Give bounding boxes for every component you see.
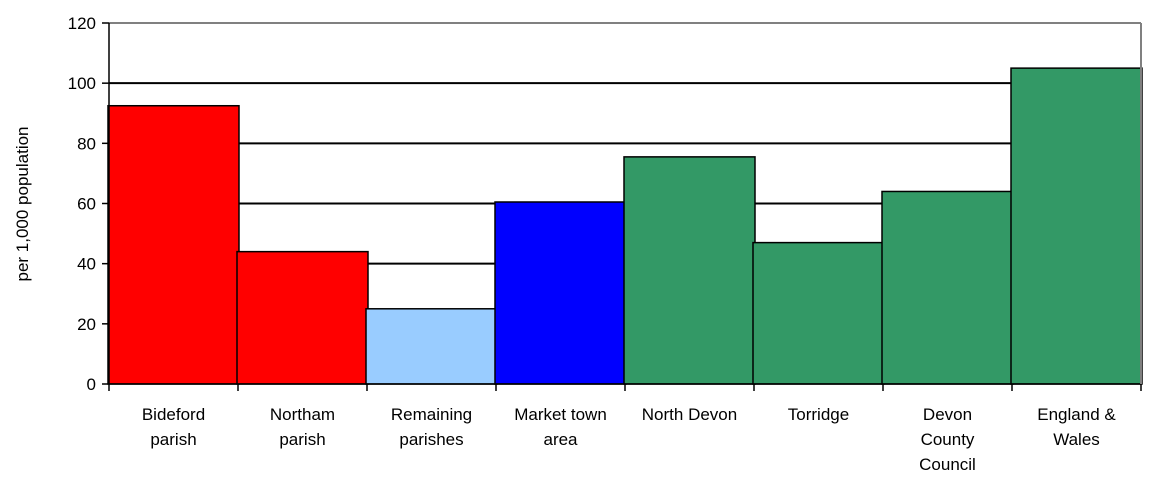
x-category-labels: Bideford parish Northam parish Remaining pari… — [142, 405, 1117, 474]
x-category-label-line: Bideford — [142, 405, 205, 424]
x-category-label-line: parish — [150, 430, 196, 449]
bar-7 — [881, 190, 1014, 385]
x-category-label: Devon County Council — [919, 405, 976, 474]
x-category-label-line: area — [543, 430, 578, 449]
x-category-label-line: England & — [1037, 405, 1116, 424]
x-category-label-line: Devon — [923, 405, 972, 424]
x-category-label-line: County — [921, 430, 975, 449]
y-tick-label: 120 — [68, 14, 96, 33]
x-category-label: England & Wales — [1037, 405, 1116, 449]
y-tick-label: 100 — [68, 74, 96, 93]
x-category-label-line: Wales — [1053, 430, 1100, 449]
bar-8 — [1010, 67, 1143, 385]
x-category-label-line: North Devon — [642, 405, 737, 424]
x-category-label-line: Market town — [514, 405, 607, 424]
bar-1 — [107, 104, 240, 385]
x-category-label: Market town area — [514, 405, 607, 449]
y-tick-label: 0 — [87, 375, 96, 394]
y-tick-label: 20 — [77, 315, 96, 334]
y-tick-label: 60 — [77, 195, 96, 214]
y-tick-label: 40 — [77, 255, 96, 274]
bar-4 — [494, 201, 627, 385]
x-category-label: North Devon — [642, 405, 737, 424]
x-category-label-line: Torridge — [788, 405, 849, 424]
x-category-label-line: Remaining — [391, 405, 472, 424]
bar-2 — [236, 250, 369, 385]
bar-3 — [365, 308, 498, 385]
bars — [107, 67, 1143, 385]
x-category-label: Torridge — [788, 405, 849, 424]
axes — [102, 22, 1142, 391]
x-category-label: Remaining parishes — [391, 405, 472, 449]
x-category-label: Bideford parish — [142, 405, 205, 449]
y-axis-title: per 1,000 population — [13, 126, 32, 281]
x-category-label-line: parish — [279, 430, 325, 449]
bar-6 — [752, 241, 885, 385]
y-tick-label: 80 — [77, 134, 96, 153]
x-category-label: Northam parish — [270, 405, 335, 449]
bar-5 — [623, 156, 756, 385]
x-category-label-line: Northam — [270, 405, 335, 424]
x-category-label-line: Council — [919, 455, 976, 474]
x-category-label-line: parishes — [399, 430, 463, 449]
y-tick-labels: 0 20 40 60 80 100 120 — [68, 14, 96, 394]
